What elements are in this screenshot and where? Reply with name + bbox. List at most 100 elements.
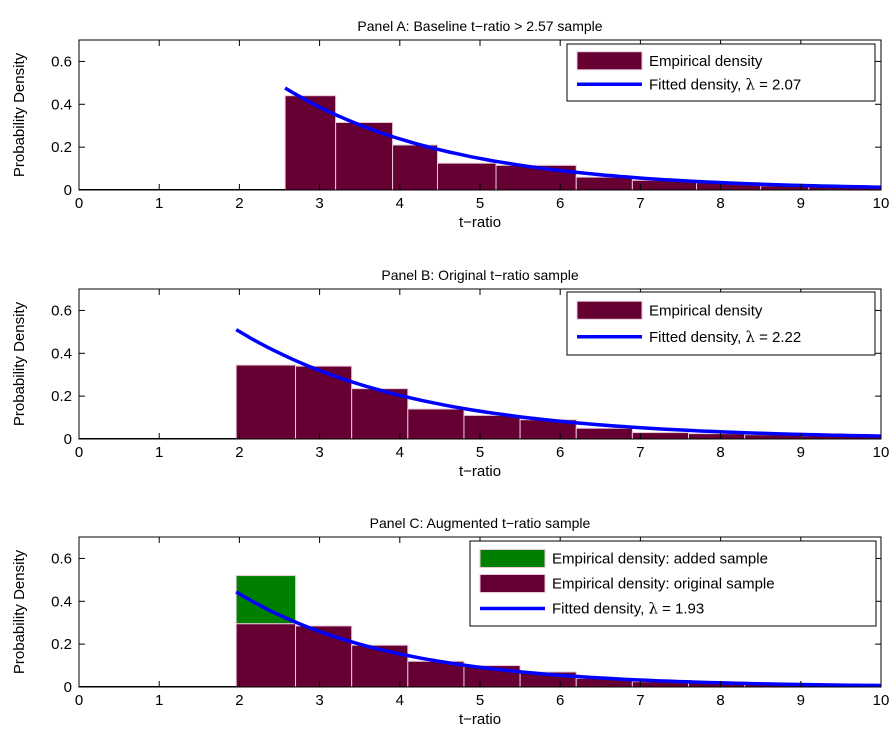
x-tick-label: 0 bbox=[75, 195, 83, 212]
legend-label-text: Empirical density: added sample bbox=[552, 551, 768, 568]
legend-label-value: = 1.93 bbox=[658, 601, 704, 618]
y-tick-label: 0.4 bbox=[51, 96, 72, 113]
y-tick-label: 0 bbox=[64, 182, 72, 199]
fitted-density-curve bbox=[235, 590, 882, 688]
chart-title: Panel C: Augmented t−ratio sample bbox=[370, 515, 591, 531]
legend-label: Fitted density, λ = 2.22 bbox=[649, 328, 801, 346]
panel-1: Panel A: Baseline t−ratio > 2.57 sample 0… bbox=[11, 18, 889, 231]
histogram-bar bbox=[392, 144, 438, 191]
x-tick-label: 8 bbox=[716, 444, 724, 461]
legend-label-text: Empirical density bbox=[649, 53, 763, 70]
x-tick-label: 4 bbox=[396, 444, 404, 461]
y-tick-label: 0.2 bbox=[51, 139, 72, 156]
legend-label: Empirical density bbox=[649, 302, 763, 319]
x-tick-label: 9 bbox=[797, 195, 805, 212]
x-tick-label: 1 bbox=[155, 195, 163, 212]
x-tick-label: 10 bbox=[873, 195, 890, 212]
x-tick-label: 4 bbox=[396, 195, 404, 212]
y-tick-label: 0.6 bbox=[51, 53, 72, 70]
histogram-bar bbox=[575, 427, 633, 440]
x-tick-label: 7 bbox=[636, 195, 644, 212]
x-tick-label: 0 bbox=[75, 444, 83, 461]
legend-label: Fitted density, λ = 1.93 bbox=[552, 600, 704, 618]
x-axis-label: t−ratio bbox=[459, 463, 501, 480]
legend-label-lambda: λ bbox=[745, 75, 755, 93]
x-tick-label: 0 bbox=[75, 692, 83, 709]
y-axis-label: Probability Density bbox=[11, 52, 28, 177]
legend-label-text: Empirical density bbox=[649, 302, 763, 319]
histogram-bar bbox=[235, 364, 297, 440]
x-tick-label: 8 bbox=[716, 195, 724, 212]
y-axis-label: Probability Density bbox=[11, 301, 28, 426]
histogram-bar bbox=[351, 644, 409, 688]
x-tick-label: 10 bbox=[873, 444, 890, 461]
x-tick-label: 1 bbox=[155, 444, 163, 461]
legend-label-text: Empirical density: original sample bbox=[552, 576, 775, 593]
y-tick-label: 0.4 bbox=[51, 345, 72, 362]
legend-swatch-bar bbox=[479, 549, 546, 568]
legend-label-value: = 2.07 bbox=[755, 76, 801, 93]
legend-label: Empirical density bbox=[649, 53, 763, 70]
y-tick-label: 0.4 bbox=[51, 593, 72, 610]
x-axis-label: t−ratio bbox=[459, 214, 501, 231]
x-tick-label: 1 bbox=[155, 692, 163, 709]
x-tick-label: 7 bbox=[636, 444, 644, 461]
x-axis-label: t−ratio bbox=[459, 711, 501, 728]
legend-swatch-bar bbox=[479, 574, 546, 593]
x-tick-label: 5 bbox=[476, 195, 484, 212]
y-tick-label: 0 bbox=[64, 431, 72, 448]
legend-label-text: Fitted density, bbox=[649, 329, 745, 346]
legend: Empirical density Fitted density, λ = 2.0… bbox=[566, 43, 876, 102]
histogram-bar bbox=[688, 433, 746, 440]
histogram-bar bbox=[407, 408, 465, 440]
chart-title: Panel B: Original t−ratio sample bbox=[381, 267, 578, 283]
y-axis-label: Probability Density bbox=[11, 549, 28, 674]
x-tick-label: 6 bbox=[556, 195, 564, 212]
legend-label: Empirical density: original sample bbox=[552, 576, 775, 593]
x-tick-label: 2 bbox=[235, 444, 243, 461]
legend-swatch-bar bbox=[576, 51, 643, 71]
y-tick-label: 0.2 bbox=[51, 388, 72, 405]
x-tick-label: 2 bbox=[235, 195, 243, 212]
x-tick-label: 5 bbox=[476, 444, 484, 461]
x-tick-label: 3 bbox=[315, 444, 323, 461]
x-tick-label: 4 bbox=[396, 692, 404, 709]
histogram-bar bbox=[295, 625, 353, 688]
x-tick-label: 7 bbox=[636, 692, 644, 709]
histogram-bar bbox=[235, 623, 297, 688]
legend-label-text: Fitted density, bbox=[552, 601, 648, 618]
x-tick-label: 3 bbox=[315, 195, 323, 212]
legend-label-value: = 2.22 bbox=[755, 329, 801, 346]
histogram-bar bbox=[575, 176, 633, 191]
x-tick-label: 3 bbox=[315, 692, 323, 709]
legend: Empirical density Fitted density, λ = 2.2… bbox=[566, 291, 876, 356]
y-tick-label: 0.6 bbox=[51, 302, 72, 319]
x-tick-label: 6 bbox=[556, 692, 564, 709]
y-tick-label: 0 bbox=[64, 679, 72, 696]
x-tick-label: 9 bbox=[797, 692, 805, 709]
x-tick-label: 8 bbox=[716, 692, 724, 709]
y-tick-label: 0.6 bbox=[51, 550, 72, 567]
legend-label-text: Fitted density, bbox=[649, 76, 745, 93]
histogram-bar bbox=[295, 365, 353, 440]
y-tick-label: 0.2 bbox=[51, 636, 72, 653]
x-tick-label: 10 bbox=[873, 692, 890, 709]
panel-2: Panel B: Original t−ratio sample 0 1 2 3 4 5 6 7… bbox=[11, 267, 889, 480]
fitted-density-curve bbox=[235, 328, 882, 438]
legend-label: Fitted density, λ = 2.07 bbox=[649, 75, 801, 93]
legend-label: Empirical density: added sample bbox=[552, 551, 768, 568]
legend-swatch-bar bbox=[576, 300, 643, 320]
histogram-bar bbox=[436, 162, 497, 191]
x-tick-label: 2 bbox=[235, 692, 243, 709]
legend: Empirical density: added sample Empirical… bbox=[469, 540, 877, 627]
fitted-density-curve bbox=[284, 86, 882, 189]
x-tick-label: 9 bbox=[797, 444, 805, 461]
x-tick-label: 5 bbox=[476, 692, 484, 709]
histogram-bar bbox=[463, 414, 521, 440]
panel-3: Panel C: Augmented t−ratio sample 0 1 2 3 4 5 6… bbox=[11, 515, 889, 728]
chart-title: Panel A: Baseline t−ratio > 2.57 sample bbox=[357, 18, 602, 34]
legend-label-lambda: λ bbox=[648, 600, 658, 618]
legend-label-lambda: λ bbox=[745, 328, 755, 346]
x-tick-label: 6 bbox=[556, 444, 564, 461]
